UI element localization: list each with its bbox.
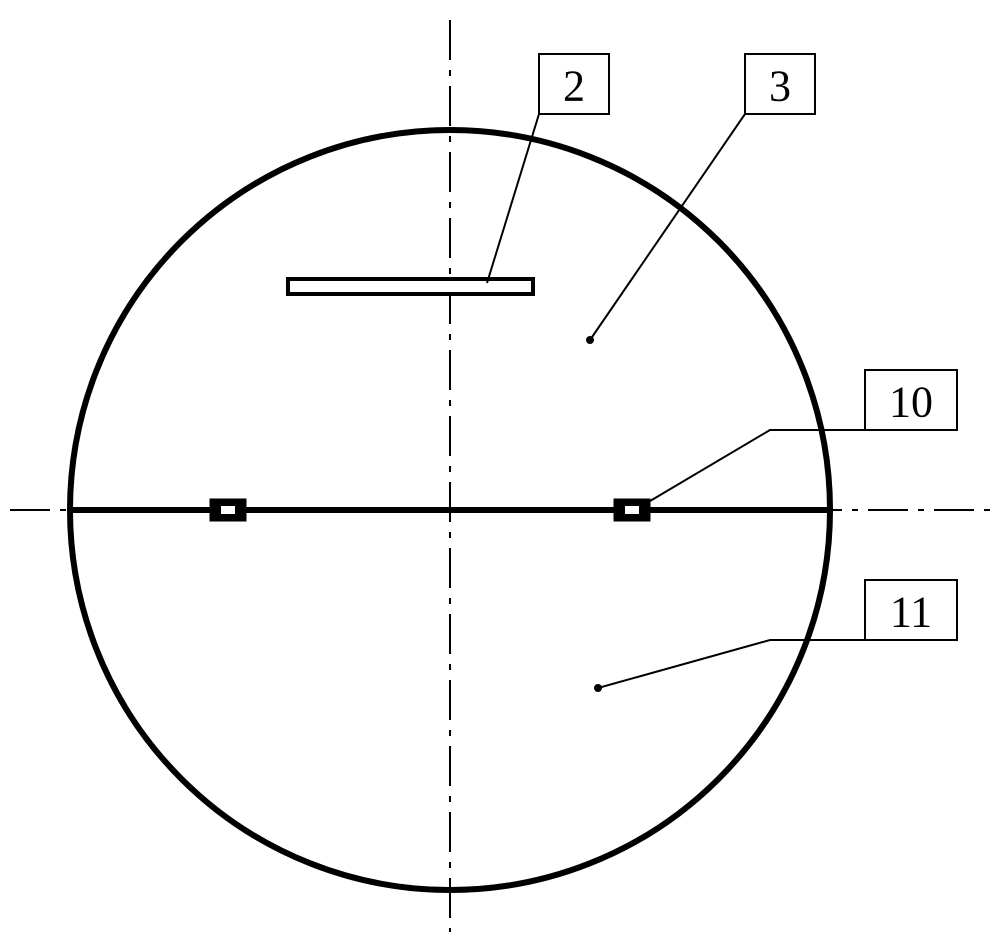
callout-label: 11 <box>890 588 932 637</box>
callout-label: 2 <box>563 62 585 111</box>
engineering-diagram: 2 3 10 11 <box>0 0 1000 937</box>
callout-label: 10 <box>889 378 933 427</box>
callout-2: 2 <box>487 54 609 283</box>
callout-10: 10 <box>645 370 957 504</box>
callout-3: 3 <box>586 54 815 344</box>
slot-part-2 <box>288 279 533 294</box>
block-left <box>210 499 246 521</box>
leader-line <box>590 114 745 340</box>
leader-dot <box>586 336 594 344</box>
block-right <box>614 499 650 521</box>
leader-dot <box>594 684 602 692</box>
leader-line <box>487 114 539 283</box>
callout-11: 11 <box>594 580 957 692</box>
leader-line <box>598 640 865 688</box>
callout-label: 3 <box>769 62 791 111</box>
